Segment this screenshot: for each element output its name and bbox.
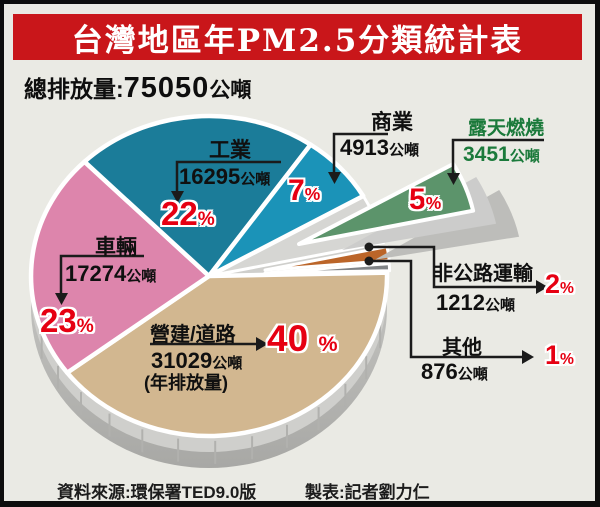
construction-road-amount-value: 31029 — [151, 348, 213, 373]
commercial-pct-value: 7 — [288, 174, 305, 207]
label-construction-road-name: 營建/道路 — [150, 324, 236, 346]
industry-amount-unit: 公噸 — [240, 171, 271, 188]
vehicles-pct-value: 23 — [40, 302, 77, 339]
credit-note: 製表:記者劉力仁 — [305, 483, 430, 502]
open-burning-pct-value: 5 — [409, 183, 426, 216]
commercial-pct-sign: % — [304, 184, 321, 204]
label-other-amount: 876公噸 — [421, 359, 488, 385]
non-road-amount-unit: 公噸 — [484, 297, 515, 314]
label-vehicles-pct: 23% — [40, 304, 94, 337]
label-other-name: 其他 — [442, 337, 482, 359]
other-amount-unit: 公噸 — [457, 366, 488, 383]
non-road-amount-value: 1212 — [436, 290, 485, 315]
industry-pct-sign: % — [197, 209, 215, 230]
label-commercial-name: 商業 — [371, 111, 413, 134]
open-burning-amount-value: 3451 — [463, 143, 510, 166]
label-other-pct: 1% — [545, 342, 574, 369]
construction-road-pct-sign: % — [318, 332, 338, 356]
industry-pct-value: 22 — [161, 195, 198, 232]
label-industry-pct: 22% — [161, 197, 215, 230]
other-pct-sign: % — [560, 351, 574, 368]
construction-road-pct-value: 40 — [267, 318, 309, 359]
label-open-burning-amount: 3451公噸 — [463, 143, 540, 167]
total-emissions-value: 75050 — [123, 72, 210, 104]
label-construction-road-note: (年排放量) — [144, 373, 228, 393]
vehicles-amount-unit: 公噸 — [126, 268, 157, 285]
pie-slice-industry — [82, 113, 313, 279]
label-open-burning-pct: 5% — [409, 185, 441, 215]
page-title: 台灣地區年PM2.5分類統計表 — [71, 22, 524, 59]
non-road-pct-value: 2 — [545, 269, 561, 299]
total-emissions: 總排放量: 75050 公噸 — [24, 70, 251, 105]
total-emissions-label: 總排放量: — [24, 76, 124, 102]
source-note: 資料來源:環保署TED9.0版 — [57, 483, 257, 502]
label-commercial-pct: 7% — [288, 176, 320, 206]
label-industry-name: 工業 — [209, 139, 251, 162]
other-pct-value: 1 — [545, 340, 561, 370]
commercial-amount-unit: 公噸 — [388, 142, 419, 159]
industry-amount-value: 16295 — [179, 164, 241, 189]
open-burning-amount-unit: 公噸 — [509, 148, 540, 165]
label-open-burning-name: 露天燃燒 — [467, 118, 544, 139]
label-non-road-name: 非公路運輸 — [433, 263, 533, 285]
label-construction-road-amount: 31029公噸 — [151, 348, 242, 374]
label-non-road-amount: 1212公噸 — [436, 290, 515, 316]
label-construction-road-pct: 40 % — [267, 320, 338, 357]
construction-road-amount-unit: 公噸 — [212, 355, 243, 372]
label-vehicles-name: 車輛 — [95, 236, 137, 259]
vehicles-amount-value: 17274 — [65, 261, 127, 286]
label-non-road-pct: 2% — [545, 271, 574, 298]
label-industry-amount: 16295公噸 — [179, 164, 270, 190]
commercial-amount-value: 4913 — [340, 135, 389, 160]
non-road-pct-sign: % — [560, 280, 574, 297]
label-commercial-amount: 4913公噸 — [340, 135, 419, 161]
total-emissions-unit: 公噸 — [209, 79, 252, 102]
other-amount-value: 876 — [421, 359, 458, 384]
title-banner: 台灣地區年PM2.5分類統計表 — [13, 14, 582, 60]
label-vehicles-amount: 17274公噸 — [65, 261, 156, 287]
vehicles-pct-sign: % — [76, 316, 94, 337]
open-burning-pct-sign: % — [425, 193, 442, 213]
